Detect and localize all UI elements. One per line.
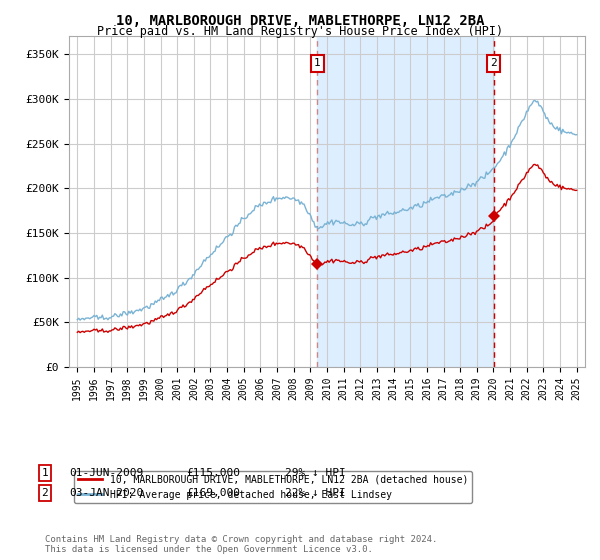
Text: 1: 1 [314,58,321,68]
Text: 2: 2 [41,488,49,498]
Text: 03-JAN-2020: 03-JAN-2020 [69,488,143,498]
Text: 22% ↓ HPI: 22% ↓ HPI [285,488,346,498]
Text: Contains HM Land Registry data © Crown copyright and database right 2024.
This d: Contains HM Land Registry data © Crown c… [45,535,437,554]
Text: Price paid vs. HM Land Registry's House Price Index (HPI): Price paid vs. HM Land Registry's House … [97,25,503,38]
Bar [317,36,494,367]
Text: 01-JUN-2009: 01-JUN-2009 [69,468,143,478]
Text: 10, MARLBOROUGH DRIVE, MABLETHORPE, LN12 2BA: 10, MARLBOROUGH DRIVE, MABLETHORPE, LN12… [116,14,484,28]
Text: £169,000: £169,000 [186,488,240,498]
Text: 2: 2 [490,58,497,68]
Text: 1: 1 [41,468,49,478]
Text: 29% ↓ HPI: 29% ↓ HPI [285,468,346,478]
Text: £115,000: £115,000 [186,468,240,478]
Legend: 10, MARLBOROUGH DRIVE, MABLETHORPE, LN12 2BA (detached house), HPI: Average pric: 10, MARLBOROUGH DRIVE, MABLETHORPE, LN12… [74,471,472,503]
